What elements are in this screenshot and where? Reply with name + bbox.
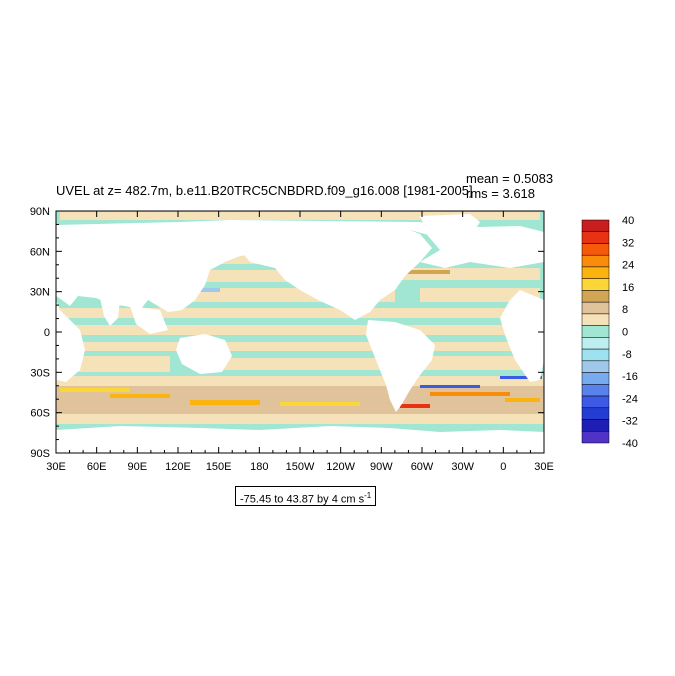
range-label: -75.45 to 43.87 by 4 cm s-1 xyxy=(235,486,377,506)
eurasia xyxy=(56,220,544,312)
jet-west2 xyxy=(500,376,542,379)
colorbar-swatch xyxy=(581,266,610,279)
australia xyxy=(176,334,232,374)
rms-label: rms = 3.618 xyxy=(466,186,536,201)
x-tick-label: 90E xyxy=(128,461,148,473)
jet-2 xyxy=(110,394,170,398)
range-text: -75.45 to 43.87 by 4 cm s xyxy=(240,493,365,506)
y-tick-label: 30S xyxy=(30,367,50,379)
x-tick-label: 90W xyxy=(370,461,393,473)
y-tick-label: 60N xyxy=(30,246,50,258)
colorbar-swatch xyxy=(581,372,610,385)
north-america xyxy=(240,222,432,320)
x-tick-label: 0 xyxy=(500,461,506,473)
x-tick-label: 60E xyxy=(87,461,107,473)
colorbar-swatch xyxy=(581,348,610,362)
band-satl xyxy=(430,356,540,370)
x-tick-label: 30W xyxy=(451,461,474,473)
y-tick-label: 90N xyxy=(30,206,50,218)
x-tick-label: 30E xyxy=(46,461,66,473)
band-sp2 xyxy=(56,376,544,386)
jet-6 xyxy=(430,392,510,396)
colorbar-swatch xyxy=(581,313,610,326)
colorbar-swatch xyxy=(581,419,610,432)
colorbar-swatch xyxy=(581,243,610,256)
colorbar-swatch xyxy=(581,301,610,315)
africa xyxy=(56,300,85,382)
band-acc xyxy=(56,386,544,414)
band-sp1 xyxy=(210,358,430,370)
colorbar-label: -40 xyxy=(622,438,638,450)
colorbar-label: -32 xyxy=(622,416,638,428)
band-indian xyxy=(60,356,170,372)
colorbar-label: -24 xyxy=(622,393,638,405)
colorbar-swatch xyxy=(581,395,610,409)
colorbar-label: 32 xyxy=(622,237,634,249)
x-tick-label: 60W xyxy=(411,461,434,473)
colorbar-swatch xyxy=(581,219,610,232)
gulf-stream xyxy=(390,270,450,274)
colorbar-label: 24 xyxy=(622,260,634,272)
colorbar-swatch xyxy=(581,278,610,291)
band-trop2 xyxy=(60,325,540,335)
se-asia xyxy=(130,306,168,334)
south-america xyxy=(366,320,435,412)
india xyxy=(100,298,120,326)
jet-west xyxy=(420,385,480,388)
colorbar-swatch xyxy=(581,360,610,373)
jet-3 xyxy=(190,400,260,405)
land-masks xyxy=(56,214,544,453)
mean-label: mean = 0.5083 xyxy=(466,171,554,186)
band-trop3 xyxy=(60,342,540,351)
x-axis: 30E 60E 90E 120E 150E 180 150W 120W 90W 60W 30W 0 30… xyxy=(46,211,554,473)
x-tick-label: 120E xyxy=(165,461,191,473)
y-tick-label: 0 xyxy=(44,327,50,339)
x-tick-label: 150W xyxy=(286,461,315,473)
band-natl2 xyxy=(420,288,540,302)
colorbar-label: -8 xyxy=(622,349,632,361)
jet-7 xyxy=(505,398,540,402)
colorbar-label: 16 xyxy=(622,282,634,294)
jet-1 xyxy=(60,388,130,392)
colorbar-label: 0 xyxy=(622,327,628,339)
antarctica-edge xyxy=(56,426,544,453)
colorbar-swatch xyxy=(581,337,610,350)
colorbar-swatch xyxy=(581,407,610,420)
plot-title: UVEL at z= 482.7m, b.e11.B20TRC5CNBDRD.f… xyxy=(56,183,473,198)
colorbar-label: 8 xyxy=(622,304,628,316)
colorbar-swatch xyxy=(581,325,610,338)
colorbar-swatch xyxy=(581,431,610,444)
colorbar-label: -16 xyxy=(622,371,638,383)
x-tick-label: 120W xyxy=(326,461,355,473)
band-trop1 xyxy=(60,308,540,318)
colorbar-swatch xyxy=(581,290,610,303)
y-tick-label: 90S xyxy=(30,448,50,460)
y-tick-label: 30N xyxy=(30,287,50,299)
y-axis: 90N 60N 30N 0 30S 60S 90S xyxy=(30,206,544,460)
colorbar-swatch xyxy=(581,254,610,268)
colorbar-swatch xyxy=(581,231,610,244)
range-unit-exponent: -1 xyxy=(364,491,372,500)
band-acc-light xyxy=(56,414,544,424)
colorbar-swatch xyxy=(581,384,610,397)
africa-east xyxy=(500,290,544,382)
jet-5 xyxy=(400,404,430,408)
colorbar: 40 32 24 16 8 0 -8 -16 -24 -32 -40 xyxy=(581,215,638,450)
x-tick-label: 30E xyxy=(534,461,554,473)
jet-4 xyxy=(280,402,360,406)
greenland xyxy=(420,214,480,252)
colorbar-label: 40 xyxy=(622,215,634,227)
x-tick-label: 180 xyxy=(250,461,268,473)
x-tick-label: 150E xyxy=(206,461,232,473)
y-tick-label: 60S xyxy=(30,408,50,420)
